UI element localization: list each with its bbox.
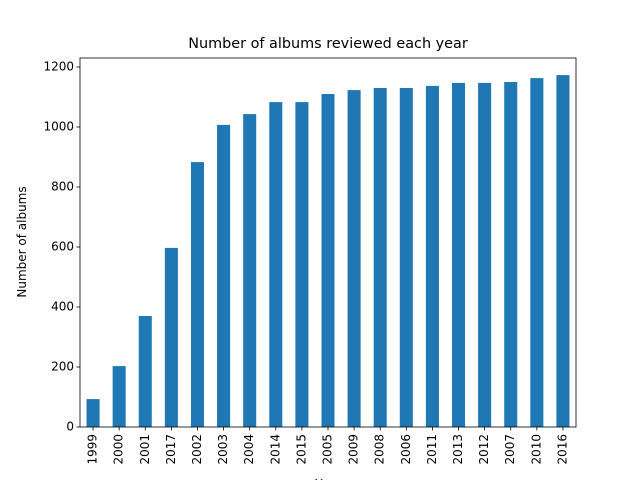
x-tick-label: 2007: [503, 434, 517, 465]
x-tick-label: 2003: [216, 434, 230, 465]
bar: [243, 114, 257, 427]
x-tick-label: 1999: [86, 434, 100, 465]
y-tick-label: 200: [51, 360, 74, 374]
y-tick-label: 0: [66, 420, 74, 434]
bar: [269, 102, 283, 427]
bar: [295, 102, 309, 427]
chart-title: Number of albums reviewed each year: [188, 36, 468, 52]
bar: [217, 124, 231, 428]
x-tick-label: 2008: [373, 434, 387, 465]
x-axis-label: Year: [314, 477, 340, 480]
x-tick-label: 2010: [529, 434, 543, 465]
bar: [347, 90, 361, 427]
bar: [86, 399, 100, 427]
x-tick-label: 2012: [477, 434, 491, 465]
bar: [556, 75, 570, 427]
bar: [321, 94, 335, 427]
x-tick-label: 2011: [425, 434, 439, 465]
bar: [452, 82, 466, 428]
x-tick-label: 2009: [347, 434, 361, 465]
y-axis-label: Number of albums: [15, 186, 29, 297]
bar: [112, 366, 126, 427]
bar: [164, 247, 178, 427]
x-tick-label: 2001: [138, 434, 152, 465]
bar: [138, 316, 152, 427]
x-tick-label: 2015: [294, 434, 308, 465]
x-tick-label: 2004: [242, 434, 256, 465]
x-tick-label: 2005: [321, 434, 335, 465]
x-tick-label: 2000: [112, 434, 126, 465]
bar: [399, 88, 413, 427]
x-tick-label: 2014: [268, 434, 282, 465]
bar: [373, 88, 387, 427]
bar: [530, 78, 544, 427]
bar: [425, 85, 439, 428]
y-tick-label: 1200: [43, 60, 74, 74]
x-tick-label: 2013: [451, 434, 465, 465]
y-tick-label: 800: [51, 180, 74, 194]
x-tick-label: 2017: [164, 434, 178, 465]
y-tick-label: 1000: [43, 120, 74, 134]
x-tick-label: 2016: [555, 434, 569, 465]
bar: [504, 82, 518, 427]
y-tick-label: 400: [51, 300, 74, 314]
plot-frame: [79, 57, 577, 428]
y-tick-label: 600: [51, 240, 74, 254]
x-tick-label: 2006: [399, 434, 413, 465]
bar: [478, 82, 492, 428]
bar: [190, 162, 204, 427]
x-tick-label: 2002: [190, 434, 204, 465]
